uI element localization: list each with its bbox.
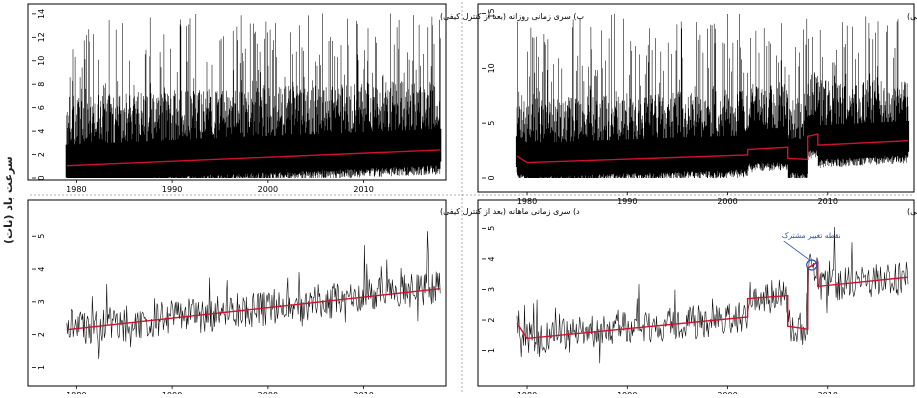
y-tick-label: 10 — [37, 56, 46, 66]
y-tick-label: 3 — [37, 299, 46, 304]
panel-jim: 1 2 3 4 5 1980 1990 2000 2010 ج) سری زمانی ماهانه… — [477, 199, 917, 398]
y-tick-label: 0 — [37, 175, 46, 180]
y-tick-label: 4 — [37, 129, 46, 134]
y-tick-label: 10 — [487, 63, 496, 73]
y-tick-label: 2 — [37, 332, 46, 337]
x-tick-label: 1980 — [517, 197, 537, 206]
y-tick-label: 0 — [487, 175, 496, 180]
panel-title: د) سری زمانی ماهانه (بعد از کنترل کیفی) — [440, 207, 580, 216]
plot-frame — [477, 3, 915, 193]
panel-title: الف) سری زمانی روزانه (قبل از کنترل کیفی… — [907, 12, 917, 21]
plot-frame — [477, 199, 915, 387]
y-tick-label: 1 — [37, 365, 46, 370]
y-tick-label: 12 — [37, 32, 46, 42]
trend-line — [66, 149, 441, 167]
monthly-series-line — [66, 231, 441, 359]
daily-series-core — [515, 114, 910, 174]
x-tick-label: 1990 — [162, 185, 182, 194]
change-point-marker — [806, 259, 818, 271]
y-tick-label: 5 — [487, 121, 496, 126]
trend-line — [66, 288, 441, 331]
annotation-leader — [783, 240, 810, 261]
shared-y-axis-label: سرعت باد (نات) — [2, 156, 15, 244]
y-tick-label: 6 — [37, 105, 46, 110]
trend-line — [516, 133, 909, 164]
panel-b: 0 2 4 6 8 10 12 14 1980 1990 2000 2010 ب) سری زمانی … — [27, 3, 584, 194]
panel-alef: 0 5 10 15 1980 1990 2000 2010 الف) سری زمانی روز… — [477, 3, 917, 206]
plot-frame — [27, 3, 447, 181]
trend-line — [516, 260, 909, 340]
daily-series-core — [65, 128, 442, 178]
annotation-label: نقطه تغییر مشترک — [782, 231, 841, 240]
panel-title: ب) سری زمانی روزانه (بعد از کنترل کیفی) — [440, 12, 584, 21]
panel-title: ج) سری زمانی ماهانه (قبل از کنترل کیفی) — [907, 207, 917, 216]
y-tick-label: 3 — [487, 287, 496, 292]
y-tick-label: 4 — [37, 266, 46, 271]
x-tick-label: 2000 — [258, 185, 278, 194]
panel-dal: 123451980199020002010د) سری زمانی ماهانه… — [27, 199, 580, 398]
y-tick-label: 2 — [487, 317, 496, 322]
x-tick-label: 2010 — [353, 185, 373, 194]
y-tick-label: 2 — [37, 152, 46, 157]
y-tick-label: 4 — [487, 256, 496, 261]
y-tick-label: 5 — [37, 234, 46, 239]
x-tick-label: 2000 — [717, 197, 737, 206]
y-tick-label: 5 — [487, 226, 496, 231]
x-tick-label: 1990 — [617, 197, 637, 206]
x-tick-label: 1980 — [66, 185, 86, 194]
x-tick-label: 2010 — [818, 197, 838, 206]
y-tick-label: 1 — [487, 348, 496, 353]
y-tick-label: 8 — [37, 82, 46, 87]
monthly-series-line — [516, 226, 909, 364]
plot-frame — [27, 199, 447, 387]
y-tick-label: 15 — [487, 8, 496, 18]
y-tick-label: 14 — [37, 9, 46, 19]
